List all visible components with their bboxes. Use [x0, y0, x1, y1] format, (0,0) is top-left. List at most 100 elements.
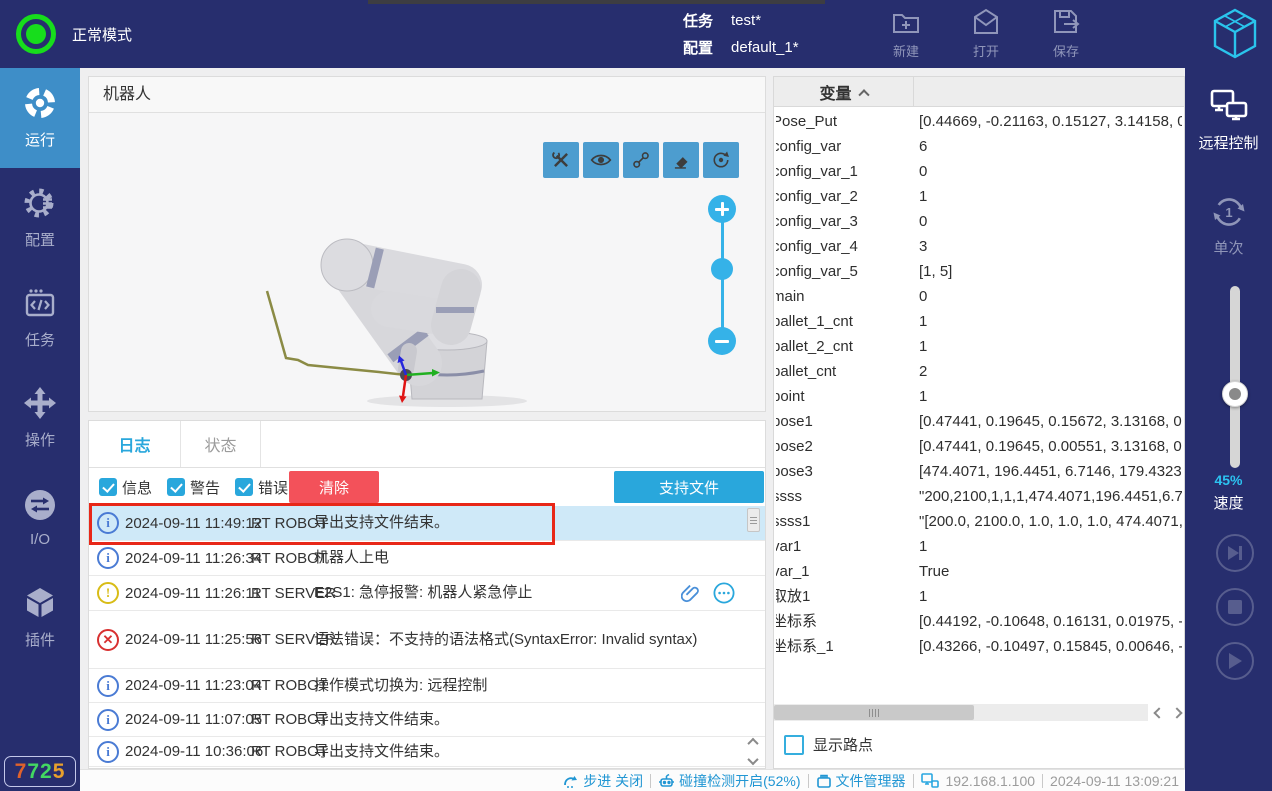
open-button[interactable]: 打开: [956, 6, 1016, 60]
variable-row[interactable]: pose3 [474.4071, 196.4451, 6.7146, 179.43…: [774, 459, 1184, 484]
tools-button[interactable]: [543, 142, 579, 178]
variable-row[interactable]: 取放1 1: [774, 584, 1184, 609]
task-config-summary: 任务 test* 配置 default_1*: [683, 7, 799, 61]
variable-row[interactable]: config_var_4 3: [774, 234, 1184, 259]
tab-status[interactable]: 状态: [181, 421, 261, 467]
variable-value: True: [919, 563, 950, 580]
new-button[interactable]: 新建: [876, 6, 936, 60]
support-file-button[interactable]: 支持文件: [614, 471, 764, 503]
filter-info-checkbox[interactable]: 信息: [99, 477, 152, 498]
variable-row[interactable]: main 0: [774, 284, 1184, 309]
variable-name: pallet_2_cnt: [776, 338, 853, 355]
checkbox-checked-icon: [99, 478, 117, 496]
rotate-icon: [713, 151, 729, 168]
code-window-icon: [25, 289, 55, 317]
robot-mode-indicator: 正常模式: [16, 0, 132, 68]
checkbox-checked-icon: [235, 478, 254, 496]
clear-log-button[interactable]: 清除: [289, 471, 379, 503]
variable-name: config_var_1: [776, 163, 858, 180]
variable-row[interactable]: pallet_2_cnt 1: [774, 334, 1184, 359]
zoom-in-button[interactable]: [708, 195, 736, 223]
variable-row[interactable]: var_1 True: [774, 559, 1184, 584]
variable-value: 1: [919, 538, 928, 555]
variable-row[interactable]: pallet_1_cnt 1: [774, 309, 1184, 334]
sidebar-item-config[interactable]: 配置: [0, 168, 80, 268]
variable-value: 0: [919, 288, 928, 305]
variable-row[interactable]: ssss "200,2100,1,1,1,474.4071,196.4451,6.…: [774, 484, 1184, 509]
variables-header-cell[interactable]: 变量: [774, 77, 914, 107]
show-waypoints-checkbox[interactable]: 显示路点: [784, 734, 873, 755]
log-row[interactable]: i 2024-09-11 11:23:04 RT ROBOT 操作模式切换为: …: [89, 669, 765, 703]
speed-slider-handle[interactable]: [1222, 381, 1248, 407]
variable-name: ssss: [776, 488, 802, 505]
variable-row[interactable]: 坐标系_1 [0.43266, -0.10497, 0.15845, 0.0064…: [774, 634, 1184, 659]
variable-row[interactable]: pose2 [0.47441, 0.19645, 0.00551, 3.13168…: [774, 434, 1184, 459]
more-options-icon[interactable]: [713, 582, 735, 604]
log-row[interactable]: i 2024-09-11 11:49:12 RT ROBOT 导出支持文件结束。: [89, 506, 765, 541]
scroll-up-button[interactable]: [745, 733, 761, 751]
top-bar: 正常模式 任务 test* 配置 default_1* 新建 打开: [0, 0, 1272, 68]
variable-row[interactable]: config_var_3 0: [774, 209, 1184, 234]
play-button[interactable]: [1216, 642, 1254, 680]
eraser-icon: [674, 157, 688, 169]
filter-warning-checkbox[interactable]: 警告: [167, 477, 220, 498]
variable-row[interactable]: pose1 [0.47441, 0.19645, 0.15672, 3.13168…: [774, 409, 1184, 434]
log-row[interactable]: ! 2024-09-11 11:26:11 RT SERVER E2S1: 急停…: [89, 576, 765, 611]
step-next-button[interactable]: [1216, 534, 1254, 572]
filter-error-checkbox[interactable]: 错误: [235, 477, 288, 498]
attachment-icon[interactable]: [681, 583, 701, 603]
erase-button[interactable]: [663, 142, 699, 178]
chevron-right-icon: [1170, 706, 1183, 719]
log-row[interactable]: ✕ 2024-09-11 11:25:56 RT SERVER 语法错误：不支持…: [89, 611, 765, 669]
variable-row[interactable]: config_var 6: [774, 134, 1184, 159]
divider: [650, 773, 652, 788]
variable-row[interactable]: point 1: [774, 384, 1184, 409]
scroll-down-button[interactable]: [745, 752, 761, 770]
code-digit: 7: [27, 759, 40, 783]
zoom-out-button[interactable]: [708, 327, 736, 355]
checkbox-unchecked-icon: [784, 734, 804, 755]
variable-name: config_var_4: [776, 238, 858, 255]
tools-icon: [552, 151, 568, 167]
horizontal-scrollbar-track[interactable]: [774, 704, 1148, 721]
robot-3d-viewport[interactable]: [89, 113, 765, 411]
visibility-button[interactable]: [583, 142, 619, 178]
single-run-button[interactable]: 1 单次: [1185, 193, 1272, 258]
horizontal-scrollbar-thumb[interactable]: [774, 705, 974, 720]
variable-value: [1, 5]: [919, 263, 953, 280]
save-button[interactable]: 保存: [1036, 6, 1096, 60]
log-row[interactable]: i 2024-09-11 10:36:06 RT ROBOT 导出支持文件结束。: [89, 737, 765, 767]
sidebar-item-run[interactable]: 运行: [0, 68, 80, 168]
variable-name: point: [776, 388, 805, 405]
variable-row[interactable]: 坐标系 [0.44192, -0.10648, 0.16131, 0.01975,…: [774, 609, 1184, 634]
variable-row[interactable]: pallet_cnt 2: [774, 359, 1184, 384]
remote-control-button[interactable]: 远程控制: [1185, 88, 1272, 153]
file-manager-button[interactable]: 文件管理器: [816, 771, 906, 791]
stop-button[interactable]: [1216, 588, 1254, 626]
variable-row[interactable]: Pose_Put [0.44669, -0.21163, 0.15127, 3.1…: [774, 109, 1184, 134]
rotate-view-button[interactable]: [703, 142, 739, 178]
variable-row[interactable]: var1 1: [774, 534, 1184, 559]
collision-detection-status[interactable]: 碰撞检测开启(52%): [658, 771, 801, 791]
log-row[interactable]: i 2024-09-11 11:26:34 RT ROBOT 机器人上电: [89, 541, 765, 576]
speed-slider-track[interactable]: [1230, 286, 1240, 468]
step-mode-toggle[interactable]: 步进 关闭: [563, 771, 643, 791]
log-scrollbar-thumb[interactable]: [747, 508, 760, 532]
variable-row[interactable]: ssss1 "[200.0, 2100.0, 1.0, 1.0, 1.0, 474…: [774, 509, 1184, 534]
sidebar-item-task[interactable]: 任务: [0, 268, 80, 368]
tab-log[interactable]: 日志: [89, 421, 181, 467]
variable-row[interactable]: config_var_2 1: [774, 184, 1184, 209]
scroll-right-button[interactable]: [1168, 704, 1185, 721]
variable-row[interactable]: config_var_1 0: [774, 159, 1184, 184]
zoom-slider-handle[interactable]: [711, 258, 733, 280]
path-button[interactable]: [623, 142, 659, 178]
sidebar-item-io[interactable]: I/O: [0, 468, 80, 568]
sidebar-item-operate[interactable]: 操作: [0, 368, 80, 468]
variable-name: config_var_3: [776, 213, 858, 230]
scroll-left-button[interactable]: [1150, 704, 1167, 721]
sidebar-item-plugin[interactable]: 插件: [0, 568, 80, 668]
variable-row[interactable]: config_var_5 [1, 5]: [774, 259, 1184, 284]
task-label: 任务: [683, 13, 714, 30]
log-row[interactable]: i 2024-09-11 11:07:05 RT ROBOT 导出支持文件结束。: [89, 703, 765, 737]
